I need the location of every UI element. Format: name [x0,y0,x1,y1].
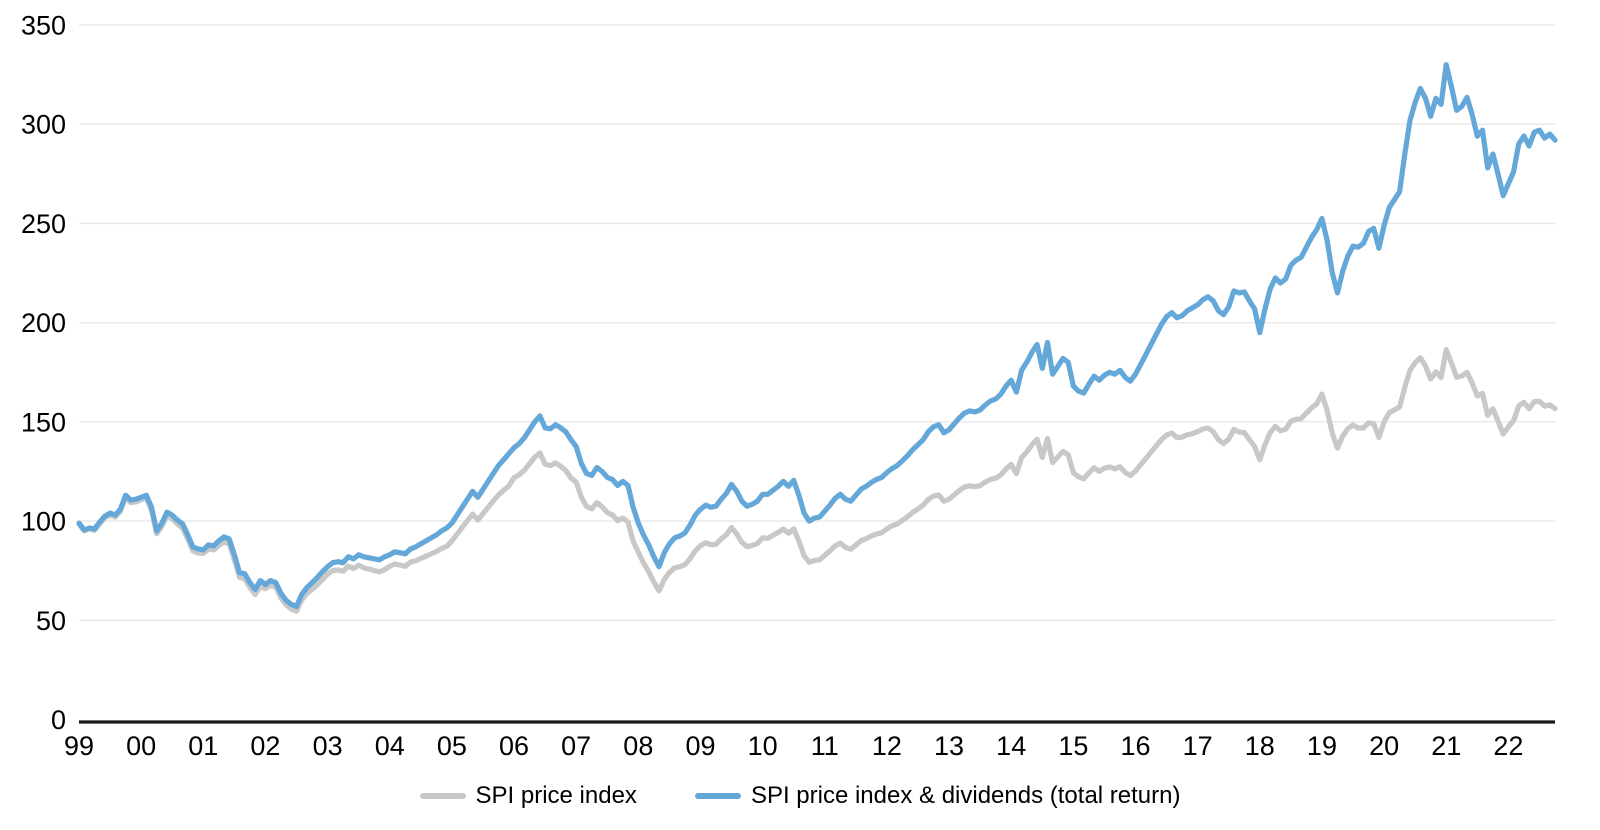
x-tick-label: 11 [811,731,839,761]
x-tick-label: 09 [685,731,715,761]
price-index-swatch [419,793,466,799]
x-tick-label: 16 [1120,731,1150,761]
x-tick-label: 19 [1307,731,1337,761]
y-tick-label: 50 [36,606,66,636]
x-tick-label: 15 [1058,731,1088,761]
total-return-swatch [694,793,741,799]
y-tick-label: 350 [21,11,66,41]
x-tick-label: 01 [188,731,218,761]
line-chart: 0 50 100 150 200 250 300 350 99 00 01 02 03 04 05 06 07 0… [21,11,1558,761]
x-tick-label: 06 [499,731,529,761]
y-tick-label: 0 [51,705,66,735]
legend-item-price-index: SPI price index [419,782,637,810]
x-tick-label: 20 [1369,731,1399,761]
x-tick-label: 17 [1183,731,1213,761]
x-tick-label: 07 [561,731,591,761]
x-tick-label: 99 [64,731,94,761]
x-tick-label: 22 [1493,731,1523,761]
x-tick-label: 21 [1431,731,1461,761]
y-tick-label: 100 [21,507,66,537]
chart-legend: SPI price index SPI price index & divide… [0,764,1600,828]
legend-item-total-return: SPI price index & dividends (total retur… [694,782,1181,810]
y-tick-label: 200 [21,308,66,338]
x-tick-label: 18 [1245,731,1275,761]
price-index-line [76,347,1558,614]
y-tick-label: 150 [21,407,66,437]
x-tick-label: 00 [126,731,156,761]
x-tick-label: 12 [872,731,902,761]
x-tick-label: 02 [250,731,280,761]
y-tick-label: 300 [21,110,66,140]
x-tick-label: 03 [313,731,343,761]
x-tick-label: 14 [996,731,1026,761]
x-tick-label: 13 [934,731,964,761]
x-tick-label: 10 [748,731,778,761]
total-return-line [76,62,1558,609]
legend-label-price-index: SPI price index [475,782,637,809]
x-tick-label: 04 [375,731,405,761]
x-tick-label: 05 [437,731,467,761]
legend-label-total-return: SPI price index & dividends (total retur… [750,782,1181,809]
y-tick-label: 250 [21,209,66,239]
x-tick-label: 08 [623,731,653,761]
